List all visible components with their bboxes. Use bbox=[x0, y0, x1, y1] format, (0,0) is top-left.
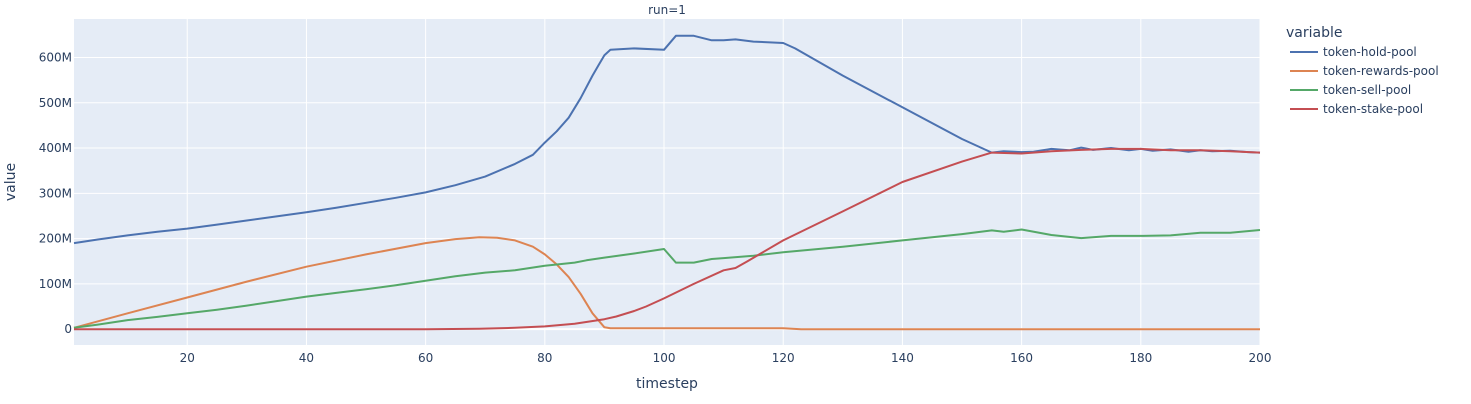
x-tick-labels: 20 40 60 80 100 120 140 160 180 200 bbox=[180, 351, 1272, 365]
x-axis-title: timestep bbox=[636, 376, 698, 392]
x-tick-label: 40 bbox=[299, 351, 314, 365]
series-line-token-sell-pool bbox=[73, 228, 1261, 329]
x-tick-label: 100 bbox=[653, 351, 676, 365]
x-tick-label: 180 bbox=[1129, 351, 1152, 365]
series-line-token-stake-pool bbox=[74, 147, 1261, 331]
x-tick-label: 140 bbox=[891, 351, 914, 365]
legend: token-hold-pool token-rewards-pool token-s… bbox=[1290, 45, 1439, 116]
y-tick-labels: 0 100M 200M 300M 400M 500M 600M bbox=[39, 50, 72, 336]
x-tick-label: 20 bbox=[180, 351, 195, 365]
y-tick-label: 400M bbox=[39, 141, 72, 155]
legend-title: variable bbox=[1286, 25, 1342, 41]
y-tick-label: 200M bbox=[39, 232, 72, 246]
y-tick-label: 100M bbox=[39, 277, 72, 291]
legend-item-label[interactable]: token-sell-pool bbox=[1323, 83, 1411, 97]
plot-background bbox=[74, 19, 1260, 345]
facet-title: run=1 bbox=[648, 3, 686, 17]
y-tick-label: 300M bbox=[39, 186, 72, 200]
x-tick-label: 60 bbox=[418, 351, 433, 365]
x-tick-label: 160 bbox=[1010, 351, 1033, 365]
series-layer bbox=[73, 34, 1261, 331]
y-tick-label: 600M bbox=[39, 50, 72, 64]
y-tick-label: 500M bbox=[39, 96, 72, 110]
x-tick-label: 200 bbox=[1249, 351, 1272, 365]
legend-item-label[interactable]: token-stake-pool bbox=[1323, 102, 1423, 116]
legend-item-label[interactable]: token-hold-pool bbox=[1323, 45, 1417, 59]
x-tick-label: 80 bbox=[537, 351, 552, 365]
y-axis-title: value bbox=[3, 163, 19, 201]
y-tick-label: 0 bbox=[64, 322, 72, 336]
legend-item-label[interactable]: token-rewards-pool bbox=[1323, 64, 1439, 78]
x-tick-label: 120 bbox=[772, 351, 795, 365]
series-line-token-rewards-pool bbox=[73, 236, 1260, 331]
